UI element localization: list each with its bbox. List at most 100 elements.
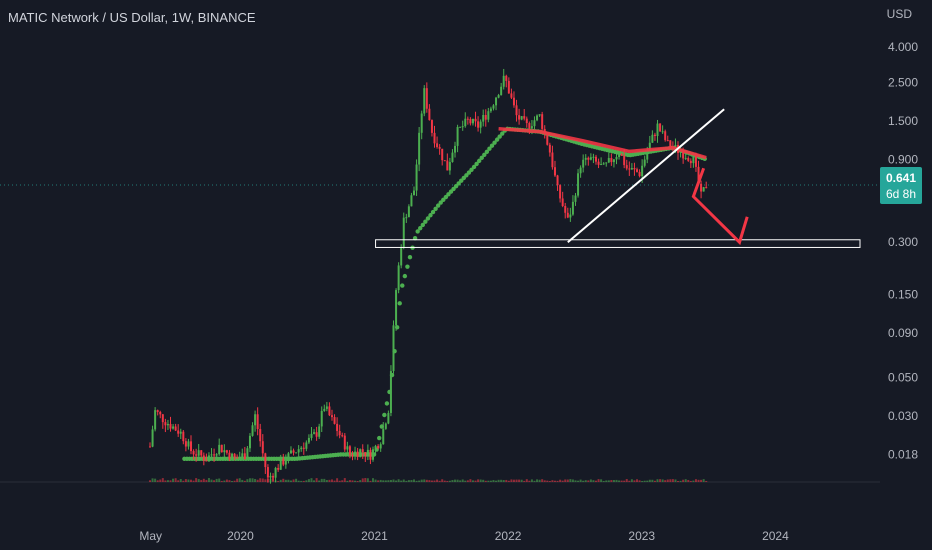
volume-bar-11 [177,480,180,482]
volume-bar-200 [661,479,664,482]
ribbon-dot-95 [425,216,431,221]
volume-bar-124 [466,480,469,482]
ribbon-dot-93 [420,222,425,228]
candle-body-194 [646,151,649,160]
candle-body-22 [205,460,208,462]
candle-body-60 [302,447,305,449]
candle-body-128 [477,121,480,128]
candle-body-187 [628,168,631,170]
volume-bar-73 [336,478,339,482]
candle-body-73 [336,423,339,432]
candle-body-169 [582,159,585,168]
candle-body-105 [418,132,421,165]
y-tick-label-7: 0.050 [888,370,918,384]
volume-bar-169 [582,480,585,482]
candle-body-86 [369,449,372,460]
candle-body-133 [489,108,492,112]
volume-bar-146 [523,480,526,482]
volume-bar-58 [297,480,300,482]
volume-bar-208 [682,479,685,482]
volume-bar-15 [187,479,190,482]
volume-bar-211 [689,480,692,482]
ribbon-dot-97 [430,209,436,215]
volume-bar-50 [277,480,280,482]
candle-body-150 [533,120,536,127]
candle-body-2 [154,410,157,430]
volume-bar-60 [302,480,305,482]
candle-body-119 [454,145,457,153]
candle-body-205 [674,144,677,148]
volume-bar-144 [518,479,521,482]
volume-bar-89 [377,480,380,482]
volume-bar-104 [415,480,418,482]
chart-title: MATIC Network / US Dollar, 1W, BINANCE [8,10,256,25]
volume-bar-170 [584,480,587,482]
x-tick-label-0: May [139,529,162,543]
volume-bar-84 [364,478,367,482]
candle-body-76 [343,435,346,450]
candle-body-75 [341,435,344,437]
candle-body-116 [446,160,449,171]
candle-body-134 [492,105,495,109]
candle-body-68 [323,408,326,411]
volume-bar-94 [389,479,392,482]
volume-bar-179 [607,480,610,482]
volume-bar-209 [684,479,687,482]
candle-body-185 [623,155,626,166]
volume-bar-31 [228,480,231,482]
candle-body-214 [697,166,700,184]
candle-body-196 [651,134,654,143]
candle-body-161 [561,198,564,206]
x-tick-label-1: 2020 [227,529,254,543]
candle-body-136 [497,95,500,98]
volume-bar-172 [589,479,592,482]
last-price-value: 0.641 [886,171,916,185]
volume-bar-29 [223,480,226,482]
candle-body-64 [313,432,316,434]
volume-bar-129 [479,479,482,482]
volume-bar-56 [292,479,295,482]
volume-bar-51 [279,479,282,482]
volume-bar-4 [159,479,162,482]
volume-bar-120 [456,479,459,482]
support-zone-box [375,239,861,248]
candle-body-115 [443,160,446,162]
volume-bar-153 [541,479,544,482]
volume-bar-139 [505,479,508,482]
volume-bar-70 [328,479,331,482]
price-axis[interactable]: 4.000 2.500 1.500 0.900 0.300 0.150 0.090 0.050… [888,40,918,462]
volume-bar-190 [636,479,639,482]
candle-body-66 [318,426,321,437]
volume-bar-135 [495,480,498,482]
volume-bar-67 [320,478,323,482]
annotations [375,108,861,248]
candle-body-51 [279,458,282,470]
candle-body-191 [638,171,641,177]
candle-body-31 [228,452,231,460]
volume-bar-164 [569,479,572,482]
volume-bar-93 [387,480,390,482]
candle-body-208 [682,151,685,159]
candle-body-106 [420,113,423,133]
candle-body-59 [300,447,303,450]
volume-bar-132 [487,480,490,482]
candle-body-10 [174,426,177,431]
candle-body-91 [382,428,385,445]
candle-body-89 [377,445,380,449]
candle-body-108 [425,88,428,109]
candle-body-122 [461,126,464,128]
volume-bar-192 [641,480,644,482]
time-axis[interactable]: May 2020 2021 2022 2023 2024 [139,529,789,543]
volume-bar-77 [346,480,349,482]
volume-bar-83 [361,478,364,482]
volume-bar-68 [323,478,326,482]
volume-bar-32 [231,480,234,482]
ribbon-dot-114 [474,161,479,167]
volume-bar-88 [374,479,377,482]
volume-bar-113 [438,480,441,482]
candle-body-100 [405,217,408,219]
candle-body-58 [297,449,300,453]
candle-body-79 [351,454,354,457]
